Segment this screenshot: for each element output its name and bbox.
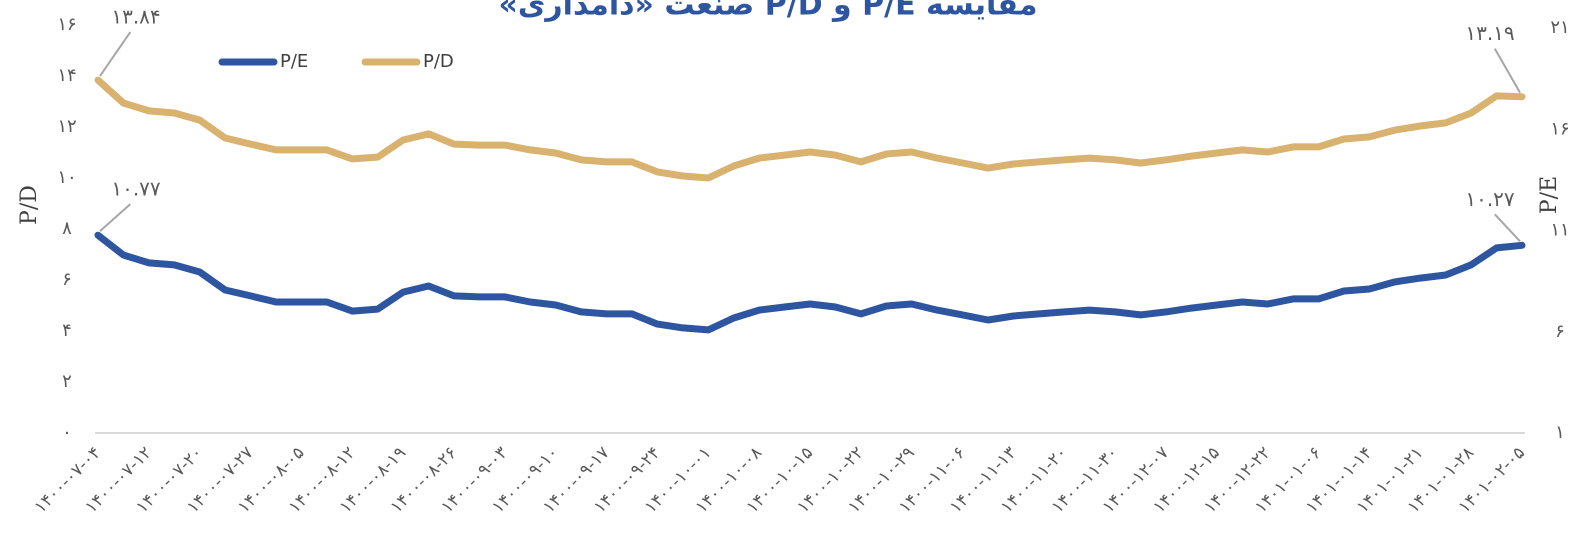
data-label: ۱۰.۲۷: [1465, 187, 1515, 211]
y2-tick-label: ۱۶: [1550, 118, 1569, 139]
legend-label: P/D: [423, 51, 454, 72]
y-tick-label: ۲: [62, 371, 72, 392]
y-axis-label: P/D: [17, 185, 42, 225]
y-tick-label: ۶: [62, 269, 72, 290]
leader-line: [99, 203, 131, 232]
series-line: [94, 231, 1526, 334]
series-line: [94, 76, 1526, 182]
y-tick-label: ۱۲: [57, 116, 76, 137]
y-tick-label: ۱۶: [57, 14, 76, 35]
legend-label: P/E: [280, 51, 308, 72]
leader-line: [1494, 213, 1521, 242]
y2-tick-label: ۱۱: [1550, 220, 1569, 241]
y-tick-label: ۱۰: [57, 167, 76, 188]
y-tick-label: ۰: [62, 422, 72, 443]
data-label: ۱۳.۱۹: [1465, 21, 1514, 45]
leader-line: [1493, 48, 1521, 94]
y-tick-label: ۸: [62, 218, 72, 239]
chart-title: مقایسه P/E و P/D صنعت «دامداری»: [499, 0, 1038, 23]
y2-tick-label: ۶: [1555, 321, 1565, 342]
y-tick-label: ۴: [62, 320, 72, 341]
y-tick-label: ۱۴: [57, 65, 76, 86]
data-label: ۱۳.۸۴: [111, 5, 160, 29]
data-label: ۱۰.۷۷: [111, 177, 161, 201]
y2-tick-label: ۱: [1555, 422, 1565, 443]
y2-tick-label: ۲۱: [1550, 17, 1569, 38]
y2-axis-label: P/E: [1537, 176, 1562, 214]
leader-line: [99, 31, 132, 77]
